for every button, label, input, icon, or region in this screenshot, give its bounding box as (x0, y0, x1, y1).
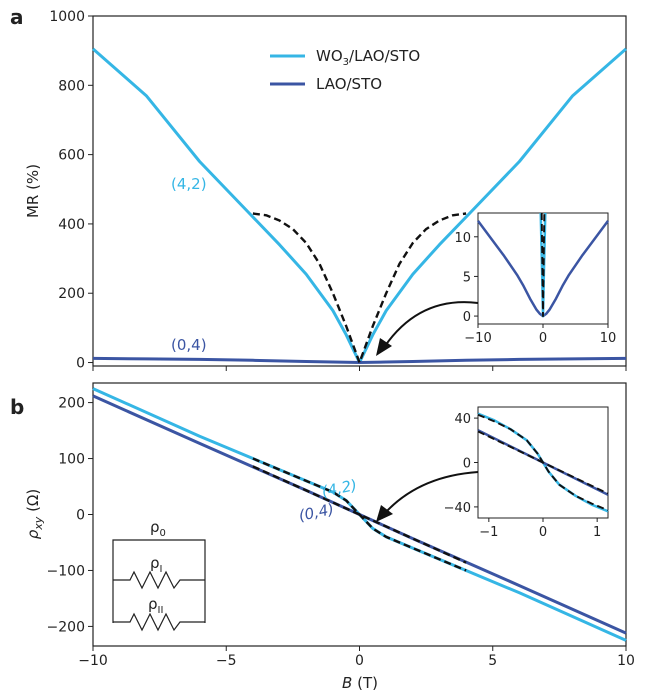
panel-a-ytick-label: 600 (58, 148, 85, 164)
panel-b-series (92, 387, 627, 642)
panel-a-inset: 0 5 10 −10 0 10 (454, 212, 617, 346)
panel-a-ytick-label: 0 (76, 356, 85, 372)
panel-b-ytick-label: −200 (47, 619, 85, 635)
panel-a-inset-xtick-label: −10 (464, 331, 491, 346)
panel-a-ytick-label: 400 (58, 217, 85, 233)
panel-a-inset-xtick-label: 10 (600, 331, 617, 346)
panel-b-xtick-label: 0 (355, 653, 364, 669)
panel-a-inset-series-2 (540, 212, 546, 318)
panel-a-series (92, 47, 627, 364)
panel-b-inset-ytick-label: 0 (463, 457, 471, 472)
panel-label-a: a (10, 5, 24, 29)
panel-b-arrowhead (376, 505, 393, 522)
panel-a-x-ticks (92, 366, 627, 371)
panel-a-y-axis-label: MR (%) (24, 164, 42, 218)
panel-b-ytick-label: −100 (47, 563, 85, 579)
panel-a-y-ticks: 0 200 400 600 800 1000 (49, 9, 93, 372)
panel-a-ytick-label: 800 (58, 78, 85, 94)
panel-a-inset-ytick-label: 0 (463, 310, 471, 325)
panel-label-b: b (10, 395, 24, 419)
panel-a-arrow (384, 301, 479, 347)
circuit-diagram (112, 539, 206, 632)
circuit-resistor-i (113, 570, 205, 590)
panel-b-ytick-label: 200 (58, 396, 85, 412)
legend-label-wo3: WO3/LAO/STO (316, 47, 420, 68)
panel-b-xtick-label: −5 (216, 653, 237, 669)
circuit-label-rho1: ρI (150, 554, 162, 575)
panel-b-y-axis-label: ρxy (Ω) (24, 489, 45, 540)
panel-a-inset-xtick-label: 0 (539, 331, 547, 346)
panel-b-ytick-label: 100 (58, 452, 85, 468)
panel-a-label-0-4: (0,4) (171, 336, 207, 354)
panel-b-label-4-2: (4,2) (320, 476, 359, 501)
legend-label-lao: LAO/STO (316, 75, 382, 93)
panel-a-label-4-2: (4,2) (171, 175, 207, 193)
panel-b-x-axis-label: B (T) (342, 674, 378, 692)
panel-b-xtick-label: 5 (488, 653, 497, 669)
panel-b-inset-xtick-label: 1 (593, 525, 601, 540)
panel-b-inset-xtick-label: 0 (539, 525, 547, 540)
circuit-resistor-ii (113, 612, 205, 632)
panel-b-inset-ytick-label: 40 (454, 412, 471, 427)
panel-b-x-ticks: −10 −5 0 5 10 (78, 646, 635, 669)
panel-b-ytick-label: 0 (76, 508, 85, 524)
panel-a-series-lao-sto (92, 356, 627, 364)
circuit-label-rho2: ρII (148, 595, 163, 616)
panel-b-inset-ytick-label: −40 (444, 501, 471, 516)
panel-b-arrow (385, 471, 479, 513)
circuit-label-rho0: ρ0 (150, 518, 166, 539)
panel-a-inset-ytick-label: 5 (463, 270, 471, 285)
panel-a-inset-ytick-label: 10 (454, 231, 471, 246)
circuit-outer-wire (112, 539, 206, 623)
panel-b-xtick-label: 10 (617, 653, 635, 669)
panel-a-arrowhead (376, 338, 392, 356)
panel-b-xtick-label: −10 (78, 653, 108, 669)
panel-b-inset-xtick-label: −1 (479, 525, 498, 540)
panel-b-y-ticks: −200 −100 0 100 200 (47, 396, 93, 635)
panel-a-ytick-label: 200 (58, 286, 85, 302)
panel-a-series-fit (252, 212, 467, 364)
panel-b-label-0-4: (0,4) (297, 500, 336, 525)
panel-a-ytick-label: 1000 (49, 9, 85, 25)
panel-b-inset-series-3 (477, 430, 609, 495)
panel-b-inset: −40 0 40 −1 0 1 (444, 412, 609, 540)
legend: WO3/LAO/STO LAO/STO (270, 47, 420, 93)
panel-b-series-fit2 (252, 465, 467, 564)
